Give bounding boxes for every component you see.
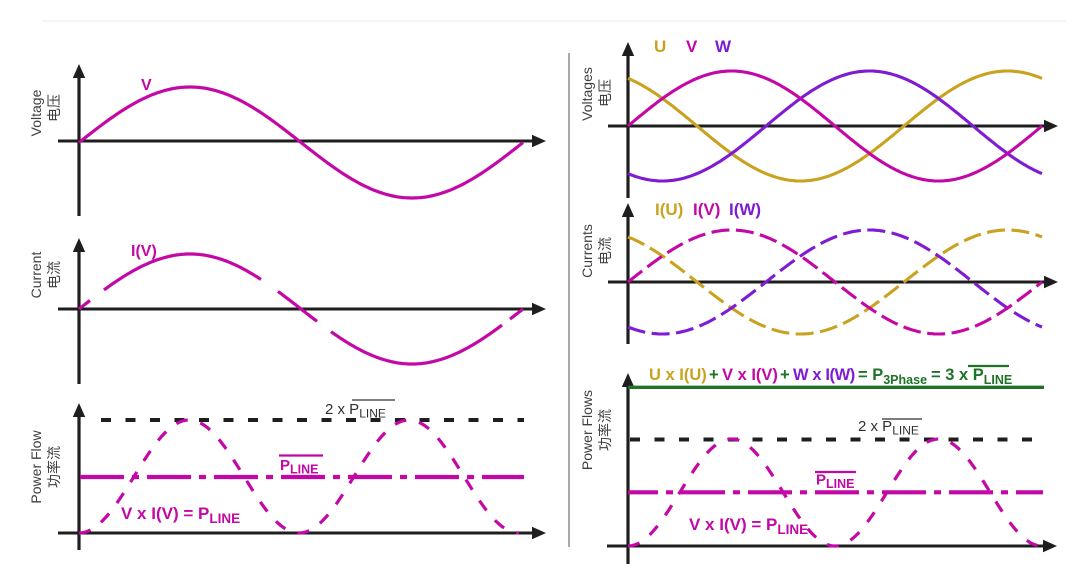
svg-text:Voltage: Voltage bbox=[28, 89, 44, 136]
svg-text:U: U bbox=[654, 37, 666, 56]
svg-text:V x I(V): V x I(V) bbox=[722, 366, 778, 384]
svg-text:U x I(U): U x I(U) bbox=[649, 366, 707, 384]
svg-text:电压: 电压 bbox=[46, 94, 62, 122]
svg-text:Power Flows: Power Flows bbox=[579, 390, 595, 470]
svg-text:Currents: Currents bbox=[579, 224, 595, 278]
svg-text:电流: 电流 bbox=[597, 237, 613, 265]
svg-text:2 x PLINE: 2 x PLINE bbox=[858, 418, 919, 438]
svg-text:2 x PLINE: 2 x PLINE bbox=[325, 401, 386, 421]
svg-text:电流: 电流 bbox=[46, 261, 62, 289]
svg-text:W x I(W): W x I(W) bbox=[793, 366, 855, 384]
svg-text:Voltages: Voltages bbox=[579, 67, 595, 121]
svg-text:I(V): I(V) bbox=[131, 243, 157, 260]
svg-text:Power Flow: Power Flow bbox=[28, 430, 44, 504]
svg-text:I(W): I(W) bbox=[729, 200, 761, 219]
svg-text:I(U): I(U) bbox=[655, 200, 683, 219]
svg-text:PLINE: PLINE bbox=[280, 457, 319, 477]
svg-text:I(V): I(V) bbox=[693, 200, 720, 219]
svg-text:+: + bbox=[709, 366, 719, 384]
svg-text:功率流: 功率流 bbox=[597, 409, 613, 451]
svg-text:V: V bbox=[141, 77, 152, 94]
svg-text:PLINE: PLINE bbox=[816, 472, 855, 492]
svg-text:+: + bbox=[780, 366, 790, 384]
svg-text:Current: Current bbox=[28, 252, 44, 299]
svg-text:V: V bbox=[686, 37, 698, 56]
svg-text:电压: 电压 bbox=[597, 79, 613, 107]
svg-text:功率流: 功率流 bbox=[46, 446, 62, 488]
svg-text:W: W bbox=[715, 37, 732, 56]
